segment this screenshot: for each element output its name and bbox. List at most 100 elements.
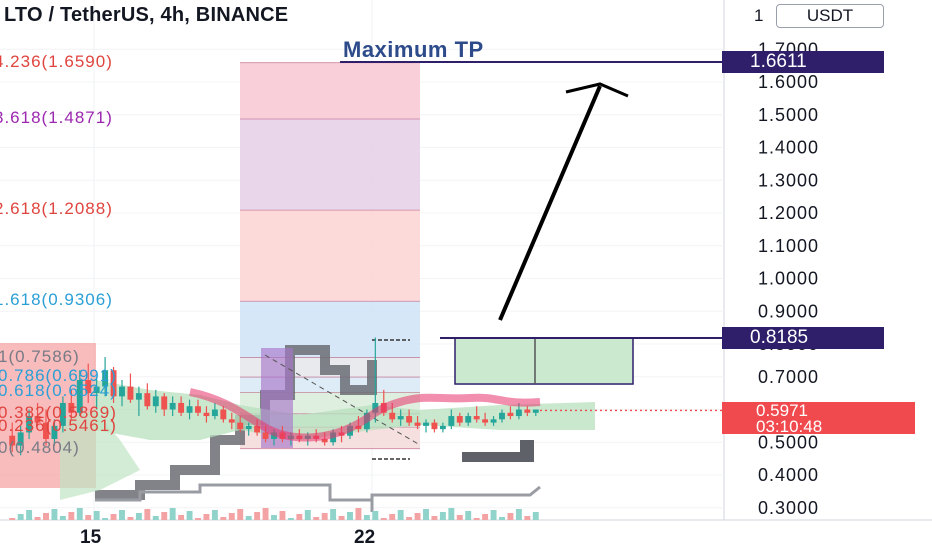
volume-bar <box>59 516 66 520</box>
candle-body <box>186 406 193 413</box>
volume-bar <box>347 512 353 520</box>
candle-body <box>119 386 125 397</box>
y-tick-label: 1.5000 <box>758 105 819 125</box>
candle-body <box>372 402 379 413</box>
candle-body <box>102 370 109 387</box>
y-tick-label: 1.0000 <box>758 269 819 289</box>
volume-bar <box>423 509 429 520</box>
volume-bar <box>271 515 277 520</box>
candle-body <box>110 370 117 397</box>
ichimoku-base <box>95 483 372 502</box>
candle-body <box>203 412 210 417</box>
target-price-tag: 1.6611 <box>722 50 884 73</box>
entry-zone-box <box>454 337 634 385</box>
volume-bar <box>372 511 379 520</box>
volume-bar <box>17 514 24 520</box>
candle-body <box>532 409 539 413</box>
top-axis-tick: 1 <box>754 6 764 25</box>
volume-bar <box>321 513 328 520</box>
volume-bar <box>355 508 362 520</box>
fib-label: 0.618(0.6524) <box>0 381 117 401</box>
candle-body <box>26 416 33 433</box>
volume-bar <box>296 514 303 520</box>
volume-bar <box>507 513 514 520</box>
candle-body <box>169 402 176 410</box>
volume-bar <box>169 508 176 520</box>
candle-body <box>389 412 396 420</box>
candle-body <box>490 419 497 423</box>
volume-bar <box>110 514 117 520</box>
volume-bar <box>254 512 261 520</box>
y-tick-label: 1.1000 <box>758 236 819 256</box>
volume-bar <box>473 518 480 520</box>
volume-bar <box>34 517 41 520</box>
volume-bar <box>313 517 320 520</box>
diagonal-line <box>264 354 421 446</box>
candle-body <box>76 380 83 413</box>
volume-bar <box>228 513 235 520</box>
volume-bar <box>262 508 269 520</box>
candle-body <box>152 396 159 407</box>
volume-bar <box>26 510 33 520</box>
volume-bar <box>414 513 421 520</box>
volume-bar <box>456 515 463 520</box>
y-tick-label: 0.9000 <box>758 301 819 321</box>
fib-label: 1(0.7586) <box>0 346 80 366</box>
last-price-value: 0.5971 <box>756 401 808 420</box>
volume-bar <box>279 511 286 520</box>
maximum-tp-label: Maximum TP <box>343 37 484 62</box>
candle-body <box>195 406 201 413</box>
bar-countdown: 03:10:48 <box>756 417 823 436</box>
candle-body <box>262 432 269 439</box>
candle-body <box>127 386 134 400</box>
volume-bar <box>119 510 125 520</box>
candle-body <box>448 416 455 426</box>
volume-bar <box>439 512 446 520</box>
volume-bar <box>338 516 345 520</box>
candle-body <box>85 380 92 394</box>
ichimoku-cloud-2 <box>462 452 534 462</box>
volume-bar <box>161 512 168 520</box>
y-tick-label: 1.3000 <box>758 170 819 190</box>
y-tick-label: 0.3000 <box>758 498 819 518</box>
volume-bar <box>237 509 244 520</box>
candle-body <box>211 409 218 417</box>
x-tick-label: 15 <box>80 527 102 548</box>
fib-label: 0.236(0.5461) <box>0 416 117 436</box>
candle-body <box>397 416 404 420</box>
volume-bar <box>490 510 497 520</box>
candle-body <box>524 409 531 413</box>
fib-band <box>240 62 420 119</box>
volume-bar <box>482 514 489 520</box>
candle-body <box>254 425 261 433</box>
candle-body <box>144 393 151 407</box>
candle-body <box>220 409 227 420</box>
volume-bar <box>363 515 370 520</box>
volume-bar <box>389 514 396 520</box>
candle-body <box>9 435 16 446</box>
candle-body <box>161 396 168 410</box>
y-tick-label: 1.6000 <box>758 72 819 92</box>
ichimoku-cloud-3 <box>520 440 534 460</box>
volume-bar <box>135 513 142 520</box>
candle-body <box>59 402 66 426</box>
volume-bar <box>195 518 201 520</box>
fib-band <box>240 210 420 302</box>
volume-bar <box>178 515 185 520</box>
fib-band <box>240 118 420 211</box>
y-tick-label: 1.2000 <box>758 203 819 223</box>
volume-bar <box>43 513 49 520</box>
candle-body <box>406 416 413 423</box>
entry-price-tag: 0.8185 <box>722 326 884 349</box>
y-tick-label: 0.5000 <box>758 432 819 452</box>
volume-bar <box>51 509 58 520</box>
fib-label: 0.382(0.5869) <box>0 402 117 422</box>
volume-bar <box>448 508 455 520</box>
projection-arrow <box>498 85 602 321</box>
currency-button[interactable]: USDT <box>776 4 884 28</box>
candle-body <box>507 412 514 417</box>
volume-bar <box>203 514 210 520</box>
candle-body <box>34 416 41 423</box>
